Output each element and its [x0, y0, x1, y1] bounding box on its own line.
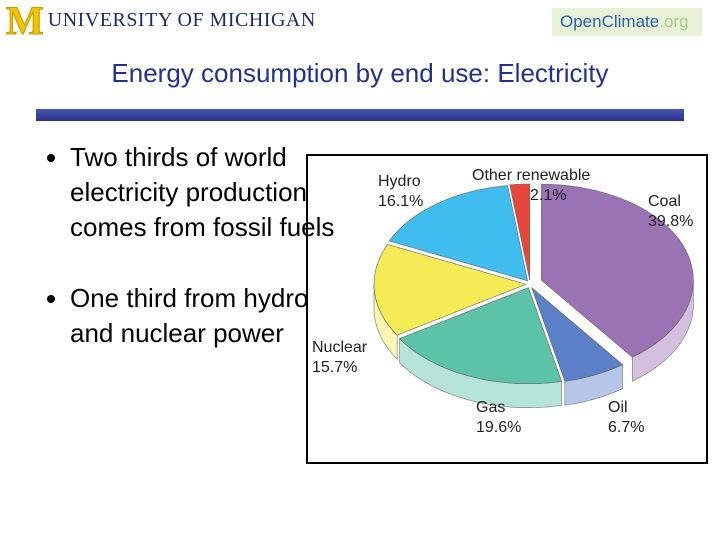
pie-slice — [373, 244, 527, 336]
bullet: Two thirds of world electricity producti… — [70, 140, 340, 245]
slice-label: Other renewable — [472, 167, 590, 184]
slice-value-label: 2.1% — [530, 187, 566, 204]
slice-value-label: 39.8% — [648, 213, 693, 230]
pie-slice — [531, 286, 624, 382]
pie-slice — [541, 183, 694, 358]
slice-value-label: 15.7% — [312, 359, 357, 376]
bullet-list: Two thirds of world electricity producti… — [30, 140, 340, 387]
slice-label: Hydro — [378, 173, 421, 190]
title-rule — [36, 109, 684, 121]
pie-slice — [509, 183, 531, 281]
chart-frame: Coal 39.8% Oil 6.7% Gas 19.6% Nuclear 15.7% Hydr… — [306, 154, 708, 464]
pie-slice — [388, 185, 529, 282]
slice-value-label: 16.1% — [378, 193, 423, 210]
slice-label: Coal — [648, 193, 681, 210]
slide-title: Energy consumption by end use: Electrici… — [111, 58, 609, 88]
logo-letter: M — [6, 0, 45, 43]
partner-logo: OpenClimate.org — [552, 8, 702, 36]
partner-suffix: .org — [659, 12, 689, 31]
slice-value-label: 19.6% — [476, 419, 521, 436]
chart: Coal 39.8% Oil 6.7% Gas 19.6% Nuclear 15.7% Hydr… — [312, 167, 694, 436]
slice-label: Oil — [608, 399, 628, 416]
slice-label: Nuclear — [312, 339, 368, 356]
pie-slice — [399, 287, 563, 384]
slice-label: Gas — [476, 399, 505, 416]
slice-value-label: 6.7% — [608, 419, 644, 436]
university-name: UNIVERSITY OF MICHIGAN — [47, 8, 316, 31]
bullet: One third from hydro and nuclear power — [70, 281, 340, 351]
partner-name: OpenClimate — [560, 12, 660, 31]
university-logo: M UNIVERSITY OF MICHIGAN — [6, 0, 316, 43]
